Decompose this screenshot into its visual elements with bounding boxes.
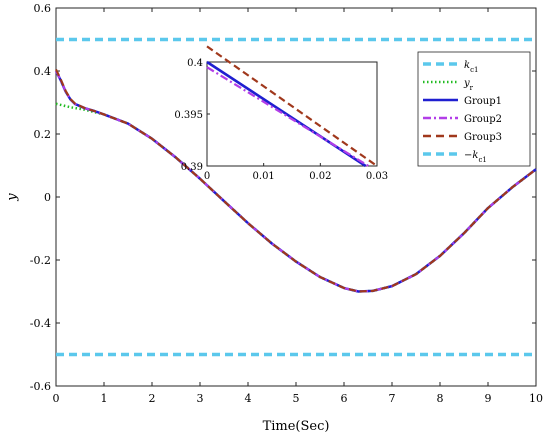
inset-x-tick-label: 0 bbox=[204, 171, 210, 182]
inset-x-tick-label: 0.02 bbox=[309, 171, 331, 182]
y-tick-label: -0.6 bbox=[30, 380, 51, 393]
legend-label-text: Group1 bbox=[464, 96, 502, 107]
legend-label: −kc1 bbox=[464, 150, 487, 164]
legend-label: Group1 bbox=[464, 96, 502, 107]
x-tick-label: 10 bbox=[529, 392, 543, 405]
x-tick-label: 9 bbox=[485, 392, 492, 405]
legend-label-sub: c1 bbox=[470, 66, 478, 74]
legend-label: kc1 bbox=[464, 60, 478, 74]
legend-label: yr bbox=[463, 78, 474, 92]
legend-label-text: Group2 bbox=[464, 114, 502, 125]
legend-label-main: k bbox=[464, 60, 470, 71]
x-tick-label: 6 bbox=[341, 392, 348, 405]
series-line-group2 bbox=[55, 70, 537, 293]
legend-label-text: Group3 bbox=[464, 132, 502, 143]
x-axis-label: Time(Sec) bbox=[263, 419, 330, 434]
legend-label: Group3 bbox=[464, 132, 502, 143]
inset-x-tick-label: 0.01 bbox=[253, 171, 275, 182]
x-tick-label: 5 bbox=[293, 392, 300, 405]
y-tick-label: 0 bbox=[44, 191, 51, 204]
inset-y-tick-label: 0.395 bbox=[174, 110, 203, 121]
legend-box bbox=[417, 51, 531, 167]
y-tick-label: -0.4 bbox=[30, 317, 51, 330]
inset-x-tick-label: 0.03 bbox=[366, 171, 388, 182]
legend-label: Group2 bbox=[464, 114, 502, 125]
legend-label-main: −k bbox=[464, 150, 478, 161]
legend-label-sub: c1 bbox=[478, 156, 486, 164]
y-tick-label: 0.6 bbox=[34, 2, 52, 15]
x-tick-label: 3 bbox=[197, 392, 204, 405]
legend-label-sub: r bbox=[470, 84, 474, 92]
x-tick-label: 0 bbox=[53, 392, 60, 405]
inset-series-line-group3 bbox=[206, 45, 378, 167]
inset-plot: 0 0.01 0.02 0.03 0.39 0.395 0.4 bbox=[174, 45, 388, 182]
y-tick-label: 0.2 bbox=[34, 128, 52, 141]
y-axis-label: y bbox=[5, 193, 20, 202]
x-tick-label: 1 bbox=[101, 392, 108, 405]
inset-y-tick-label: 0.4 bbox=[187, 58, 203, 69]
x-tick-label: 4 bbox=[245, 392, 252, 405]
series-line-group3 bbox=[55, 68, 537, 293]
legend-label-main: y bbox=[463, 78, 470, 89]
y-tick-label: -0.2 bbox=[30, 254, 51, 267]
x-tick-label: 8 bbox=[437, 392, 444, 405]
inset-y-tick-label: 0.39 bbox=[181, 162, 203, 173]
y-tick-label: 0.4 bbox=[34, 65, 52, 78]
x-tick-label: 7 bbox=[389, 392, 396, 405]
x-tick-label: 2 bbox=[149, 392, 156, 405]
